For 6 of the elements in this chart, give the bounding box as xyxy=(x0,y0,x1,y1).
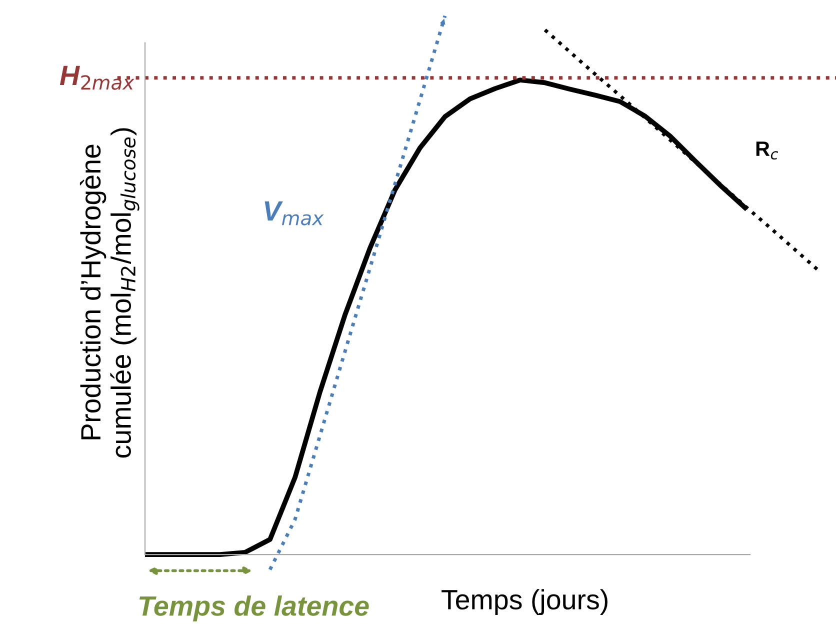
text: V$_{max}$ xyxy=(264,201,324,226)
ref-line-label: H$_{2max}$ xyxy=(60,66,134,90)
text: R$_{c}$ xyxy=(756,142,778,160)
x-axis-title: Temps (jours) xyxy=(442,589,608,616)
text: Temps de latence xyxy=(139,595,369,622)
y-axis-title: Production d’Hydrogène cumulée (mol$_{H2}$/mol$_{glucose}$) xyxy=(80,128,140,458)
